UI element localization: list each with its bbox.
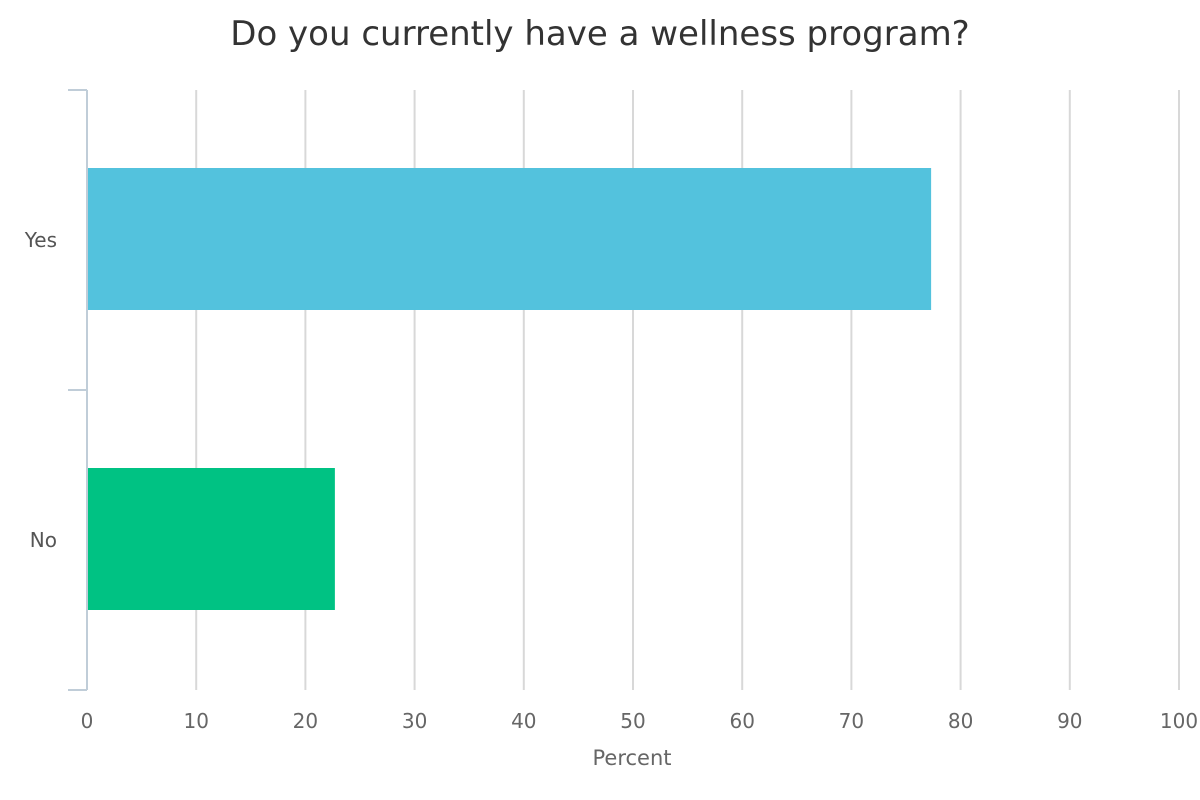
chart-title: Do you currently have a wellness program… xyxy=(230,14,970,54)
x-tick-label: 40 xyxy=(511,709,536,733)
x-tick-label: 90 xyxy=(1057,709,1082,733)
x-tick-label: 20 xyxy=(293,709,318,733)
labels-layer: 0 10 20 30 40 50 60 70 80 90 100 Yes No xyxy=(24,228,1198,733)
x-tick-label: 70 xyxy=(839,709,864,733)
axis-layer xyxy=(68,89,88,691)
bar-yes xyxy=(88,168,932,310)
x-tick-label: 80 xyxy=(948,709,973,733)
x-tick-label: 100 xyxy=(1160,709,1198,733)
x-axis-title: Percent xyxy=(592,746,671,770)
x-tick-label: 0 xyxy=(81,709,94,733)
bars-layer xyxy=(88,168,932,610)
bar-no xyxy=(88,468,335,610)
x-tick-label: 60 xyxy=(729,709,754,733)
x-tick-label: 50 xyxy=(620,709,645,733)
x-tick-label: 30 xyxy=(402,709,427,733)
y-category-label: Yes xyxy=(24,228,57,252)
y-category-label: No xyxy=(30,528,57,552)
x-tick-label: 10 xyxy=(183,709,208,733)
